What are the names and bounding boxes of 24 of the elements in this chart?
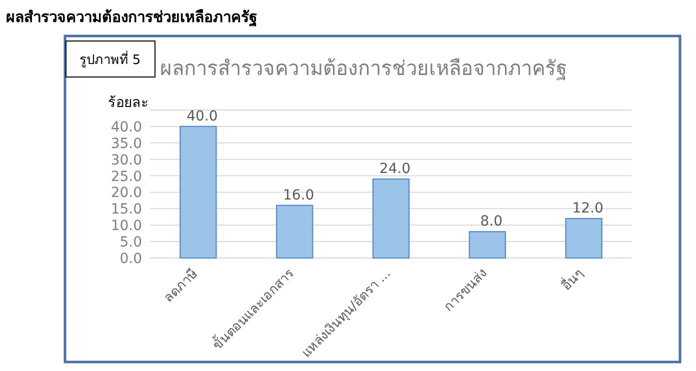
y-axis-title: ร้อยละ	[108, 95, 149, 111]
y-tick-label: 0.0	[120, 251, 142, 267]
bar	[565, 218, 602, 259]
bar	[180, 126, 217, 259]
bar	[372, 178, 410, 259]
data-label: 8.0	[480, 214, 503, 230]
text: ผลสำรวจความต้องการช่วยเหลือภาครัฐ	[6, 8, 257, 27]
y-tick-label: 35.0	[110, 136, 142, 152]
y-tick-label: 25.0	[110, 168, 142, 185]
data-label: 12.0	[572, 200, 604, 217]
y-tick-label: 30.0	[110, 152, 142, 168]
chart-title: ผลการสำรวจความต้องการช่วยเหลือจากภาครัฐ	[160, 56, 567, 80]
y-tick-label: 20.0	[110, 185, 142, 202]
data-label: 16.0	[283, 187, 314, 204]
x-tick-label: อื่นๆ	[558, 264, 587, 294]
bar	[276, 204, 314, 259]
y-tick-label: 15.0	[110, 202, 142, 218]
y-tick-label: 10.0	[110, 218, 142, 234]
y-tick-label: 5.0	[120, 234, 142, 251]
bar	[468, 231, 506, 259]
text: รูปภาพที่ 5	[79, 51, 141, 68]
data-label: 24.0	[379, 161, 411, 178]
y-tick-label: 40.0	[110, 119, 142, 136]
data-label: 40.0	[186, 108, 218, 124]
